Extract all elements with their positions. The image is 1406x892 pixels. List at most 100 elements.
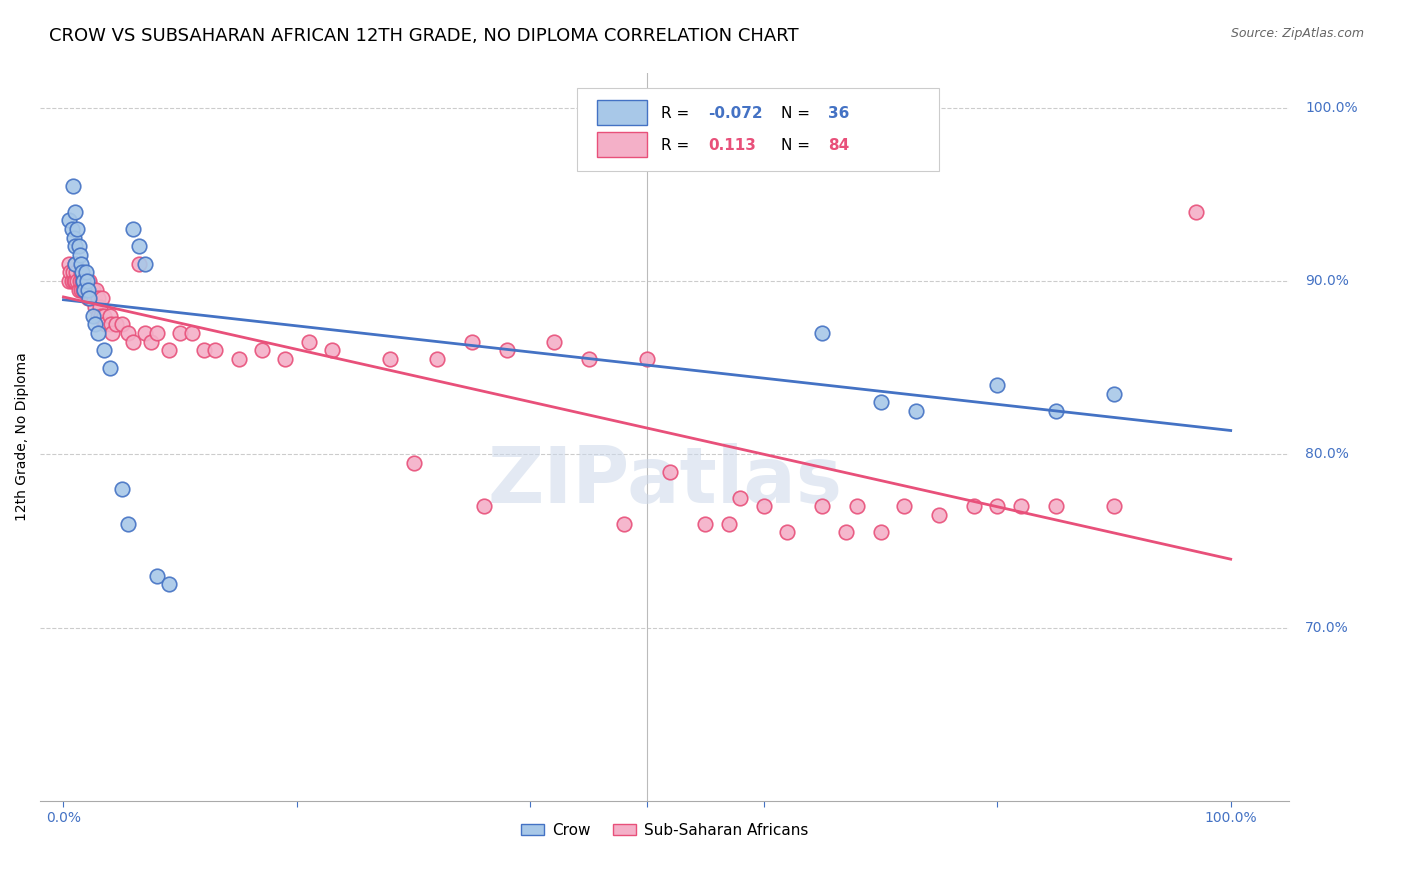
Point bbox=[75, 265, 97, 279]
Point bbox=[77, 291, 100, 305]
Point bbox=[62, 178, 84, 193]
Text: 0.113: 0.113 bbox=[709, 137, 756, 153]
FancyBboxPatch shape bbox=[598, 100, 647, 126]
Point bbox=[1010, 500, 1032, 514]
Point bbox=[84, 300, 107, 314]
Point bbox=[297, 334, 319, 349]
Point bbox=[58, 257, 80, 271]
Text: ZIPatlas: ZIPatlas bbox=[486, 442, 842, 518]
Point bbox=[63, 230, 86, 244]
Point bbox=[77, 283, 100, 297]
Point bbox=[66, 274, 89, 288]
Point bbox=[84, 318, 107, 332]
Point bbox=[811, 326, 834, 340]
Legend: Crow, Sub-Saharan Africans: Crow, Sub-Saharan Africans bbox=[515, 817, 814, 844]
Point bbox=[101, 326, 124, 340]
Point bbox=[963, 500, 986, 514]
Point bbox=[834, 525, 856, 540]
Point bbox=[250, 343, 273, 358]
Text: CROW VS SUBSAHARAN AFRICAN 12TH GRADE, NO DIPLOMA CORRELATION CHART: CROW VS SUBSAHARAN AFRICAN 12TH GRADE, N… bbox=[49, 27, 799, 45]
Point bbox=[461, 334, 484, 349]
Point bbox=[846, 500, 869, 514]
Point bbox=[146, 568, 169, 582]
Point bbox=[193, 343, 215, 358]
Point bbox=[426, 351, 449, 366]
Point bbox=[122, 334, 145, 349]
Point bbox=[93, 309, 115, 323]
Point bbox=[157, 577, 180, 591]
Point bbox=[58, 274, 80, 288]
Point bbox=[87, 309, 110, 323]
Point bbox=[893, 500, 915, 514]
Point bbox=[67, 239, 90, 253]
Point bbox=[77, 274, 100, 288]
Point bbox=[70, 265, 93, 279]
Point bbox=[83, 291, 105, 305]
Point bbox=[63, 204, 86, 219]
Point bbox=[146, 326, 169, 340]
Point bbox=[59, 265, 82, 279]
Point bbox=[157, 343, 180, 358]
Point bbox=[402, 456, 425, 470]
Point bbox=[104, 318, 127, 332]
Point bbox=[169, 326, 191, 340]
Point bbox=[72, 283, 94, 297]
Text: N =: N = bbox=[780, 105, 814, 120]
Point bbox=[717, 516, 740, 531]
Point bbox=[70, 257, 93, 271]
Point bbox=[204, 343, 226, 358]
Text: 80.0%: 80.0% bbox=[1305, 447, 1350, 461]
Point bbox=[543, 334, 565, 349]
Point bbox=[60, 222, 83, 236]
Point bbox=[87, 326, 110, 340]
FancyBboxPatch shape bbox=[576, 87, 939, 171]
Point bbox=[578, 351, 600, 366]
Point bbox=[89, 300, 111, 314]
Point bbox=[80, 291, 103, 305]
Point bbox=[1184, 204, 1206, 219]
Point bbox=[79, 283, 101, 297]
Text: 90.0%: 90.0% bbox=[1305, 274, 1350, 288]
Point bbox=[76, 283, 98, 297]
Point bbox=[1102, 500, 1125, 514]
Point bbox=[904, 404, 927, 418]
Point bbox=[98, 309, 121, 323]
Point bbox=[1045, 404, 1067, 418]
Point bbox=[1102, 386, 1125, 401]
Point bbox=[87, 291, 110, 305]
Text: 84: 84 bbox=[828, 137, 849, 153]
Text: 100.0%: 100.0% bbox=[1305, 101, 1358, 115]
Point bbox=[100, 318, 122, 332]
Point bbox=[117, 326, 139, 340]
FancyBboxPatch shape bbox=[598, 132, 647, 157]
Point bbox=[695, 516, 717, 531]
Point bbox=[752, 500, 775, 514]
Point bbox=[613, 516, 636, 531]
Point bbox=[636, 351, 658, 366]
Point bbox=[228, 351, 250, 366]
Point bbox=[91, 291, 114, 305]
Y-axis label: 12th Grade, No Diploma: 12th Grade, No Diploma bbox=[15, 352, 30, 521]
Point bbox=[70, 283, 93, 297]
Point bbox=[180, 326, 202, 340]
Point bbox=[869, 395, 891, 409]
Text: R =: R = bbox=[661, 105, 695, 120]
Point bbox=[928, 508, 950, 522]
Point bbox=[67, 283, 90, 297]
Point bbox=[63, 239, 86, 253]
Point bbox=[128, 257, 150, 271]
Point bbox=[90, 309, 112, 323]
Point bbox=[122, 222, 145, 236]
Point bbox=[73, 283, 96, 297]
Text: N =: N = bbox=[780, 137, 814, 153]
Point bbox=[72, 274, 94, 288]
Point bbox=[93, 343, 115, 358]
Point bbox=[70, 265, 93, 279]
Text: Source: ZipAtlas.com: Source: ZipAtlas.com bbox=[1230, 27, 1364, 40]
Point bbox=[82, 283, 104, 297]
Point bbox=[274, 351, 297, 366]
Point bbox=[66, 222, 89, 236]
Point bbox=[1045, 500, 1067, 514]
Point bbox=[869, 525, 891, 540]
Point bbox=[58, 213, 80, 227]
